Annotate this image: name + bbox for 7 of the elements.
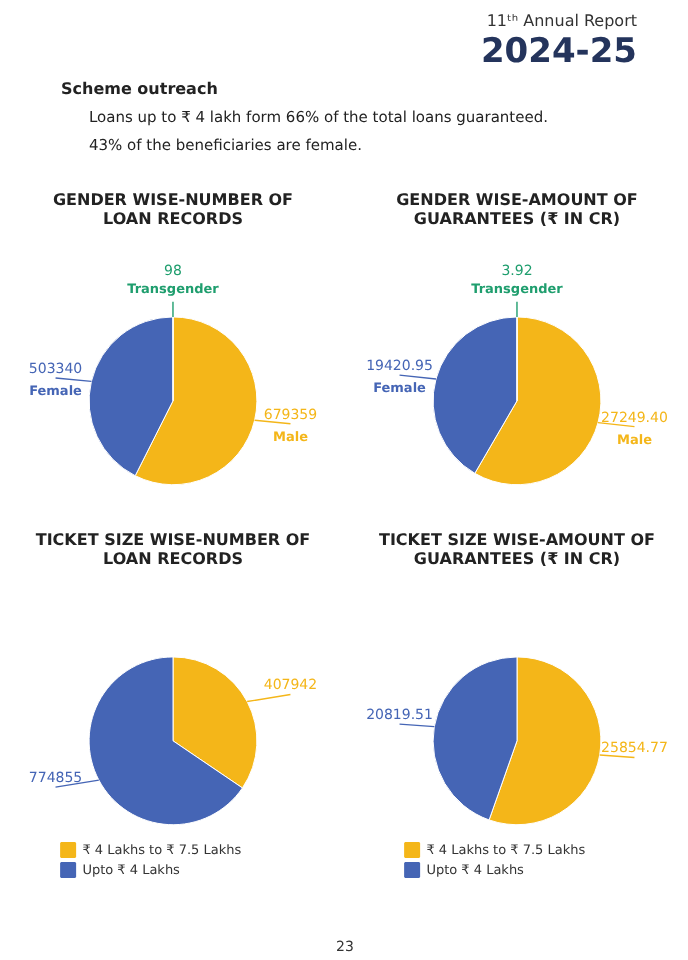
text: 11ᵗʰ Annual Report [486,12,637,30]
chart-title: GENDER WISE-AMOUNT OF GUARANTEES (₹ IN CR) [396,191,638,228]
text: 2024-25 [480,32,638,72]
chart-title: TICKET SIZE WISE-AMOUNT OF GUARANTEES (₹ IN CR) [379,531,655,568]
text: Scheme outreach [61,80,219,98]
chart-title: GENDER WISE-NUMBER OF LOAN RECORDS [52,191,294,228]
chart-title: TICKET SIZE WISE-NUMBER OF LOAN RECORDS [35,531,311,568]
